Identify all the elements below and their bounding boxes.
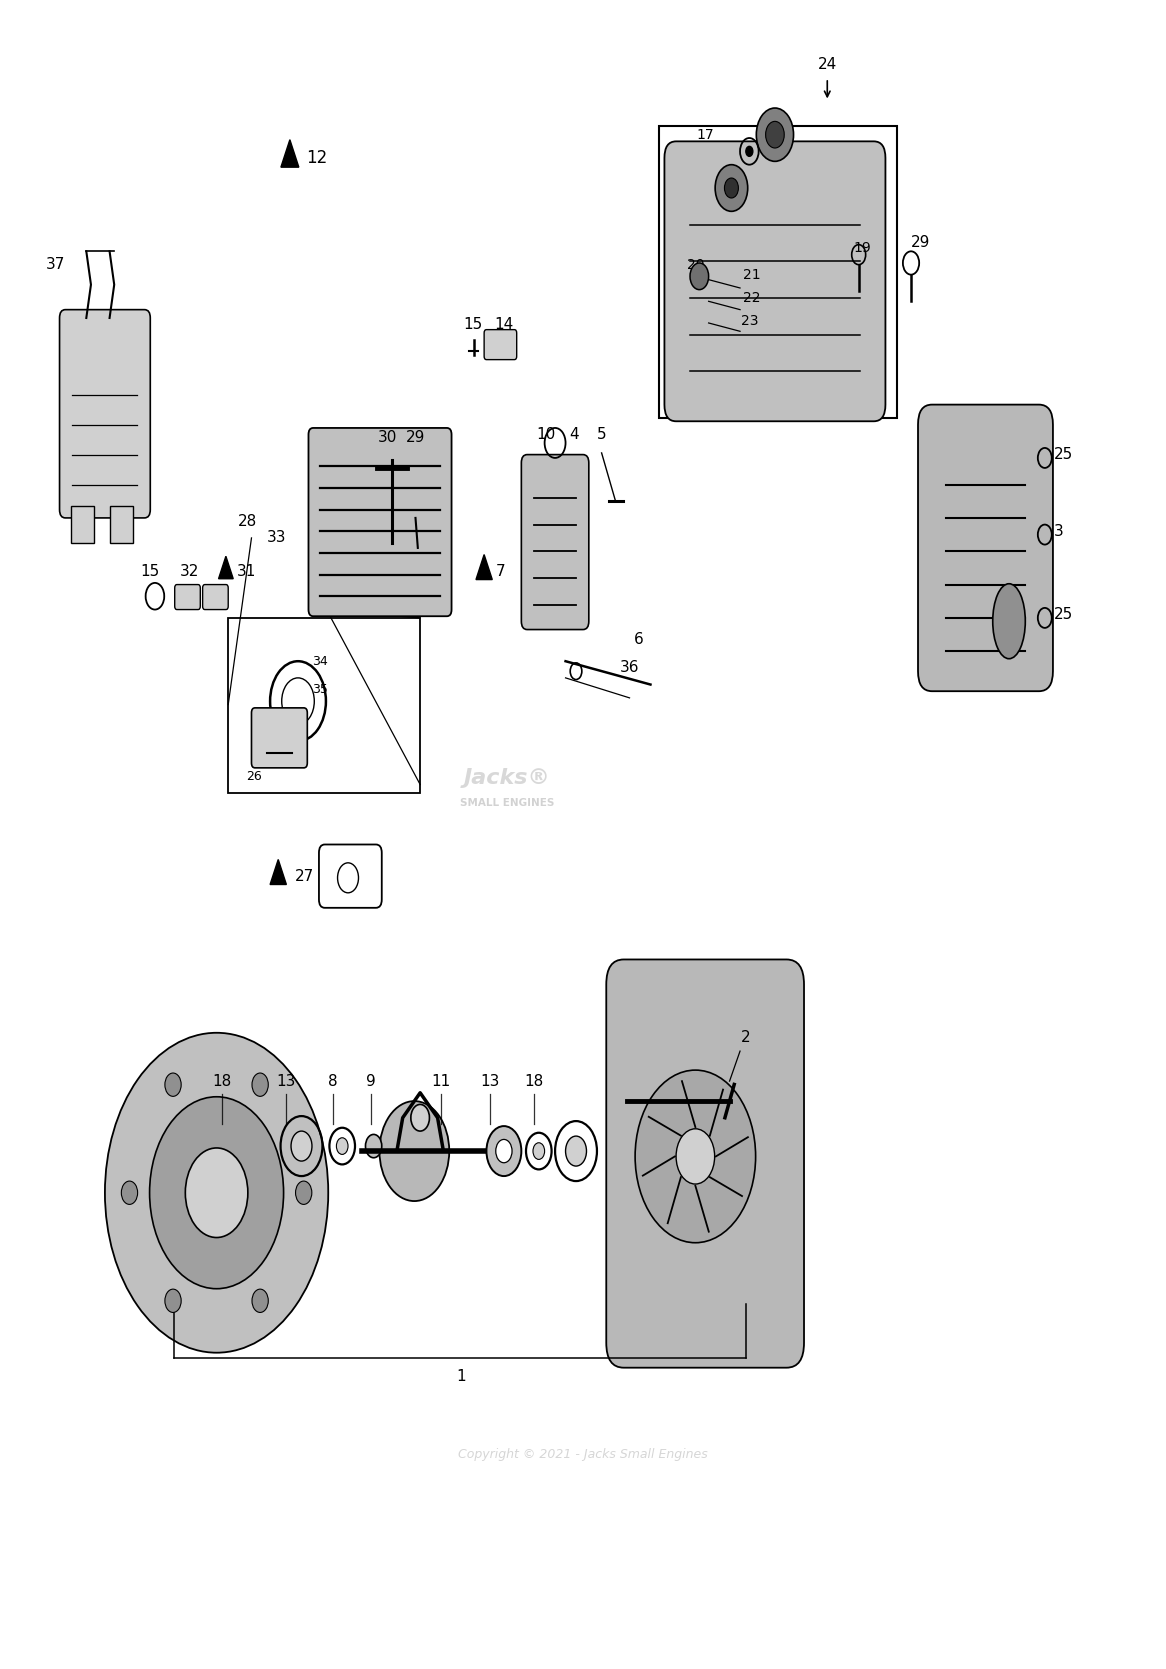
Text: 2: 2 [742,1030,751,1045]
Text: 31: 31 [237,564,255,579]
Text: 25: 25 [1054,447,1074,462]
Text: 34: 34 [312,654,328,668]
Circle shape [766,122,785,149]
Text: Jacks®: Jacks® [464,768,550,788]
FancyBboxPatch shape [665,142,885,421]
FancyBboxPatch shape [203,584,229,609]
Text: Copyright © 2021 - Jacks Small Engines: Copyright © 2021 - Jacks Small Engines [458,1447,708,1460]
Circle shape [149,1097,283,1288]
Circle shape [379,1102,449,1202]
FancyBboxPatch shape [606,960,805,1367]
Circle shape [757,108,794,162]
Text: 12: 12 [307,149,328,167]
FancyBboxPatch shape [175,584,201,609]
Text: 36: 36 [620,661,639,676]
Circle shape [690,264,709,290]
Circle shape [252,1073,268,1097]
Text: 9: 9 [366,1073,377,1088]
Circle shape [566,1137,586,1167]
Text: 23: 23 [740,314,758,329]
Ellipse shape [992,584,1025,659]
Text: 30: 30 [378,431,398,446]
Circle shape [715,165,747,212]
Text: 10: 10 [536,427,555,442]
Text: 15: 15 [141,564,160,579]
Text: 19: 19 [854,240,871,255]
Text: 37: 37 [45,257,65,272]
FancyBboxPatch shape [309,427,451,616]
Polygon shape [218,556,233,579]
Text: 3: 3 [1054,524,1063,539]
Text: 16: 16 [754,129,772,142]
Text: 29: 29 [406,431,426,446]
FancyBboxPatch shape [918,404,1053,691]
Text: 11: 11 [431,1073,451,1088]
Circle shape [635,1070,756,1243]
FancyBboxPatch shape [484,330,517,359]
Circle shape [105,1033,329,1352]
Text: 5: 5 [597,427,606,442]
Text: 17: 17 [696,129,714,142]
Circle shape [164,1073,181,1097]
Circle shape [676,1128,715,1183]
Text: 33: 33 [267,531,286,546]
Text: 27: 27 [295,868,314,883]
Text: 25: 25 [1054,608,1074,623]
FancyBboxPatch shape [521,454,589,629]
Circle shape [410,1105,429,1132]
Text: 18: 18 [212,1073,232,1088]
Circle shape [496,1140,512,1163]
Text: 32: 32 [180,564,199,579]
Text: 15: 15 [463,317,482,332]
Text: 24: 24 [817,57,837,72]
Text: 13: 13 [480,1073,499,1088]
FancyBboxPatch shape [252,708,308,768]
Circle shape [164,1288,181,1312]
Circle shape [746,147,753,157]
Circle shape [337,1138,347,1155]
Bar [229,618,420,793]
Text: 22: 22 [743,290,760,305]
Circle shape [724,179,738,199]
Circle shape [185,1148,248,1237]
Text: 4: 4 [569,427,578,442]
Circle shape [292,1132,312,1162]
Text: 26: 26 [246,769,261,783]
Text: 1: 1 [456,1369,465,1384]
FancyBboxPatch shape [59,310,150,517]
Text: 8: 8 [328,1073,338,1088]
Text: 7: 7 [496,564,505,579]
Circle shape [533,1143,545,1160]
Circle shape [252,1288,268,1312]
Bar [659,127,897,417]
Circle shape [295,1182,311,1205]
Text: 18: 18 [525,1073,543,1088]
Polygon shape [271,860,287,885]
Text: 29: 29 [911,235,930,250]
Circle shape [486,1127,521,1177]
Circle shape [365,1135,381,1158]
Text: 21: 21 [743,267,760,282]
Text: 14: 14 [494,317,513,332]
Bar [71,506,94,542]
Bar [110,506,133,542]
Circle shape [121,1182,138,1205]
Polygon shape [281,140,298,167]
Text: 6: 6 [634,633,644,648]
Text: 20: 20 [687,257,704,272]
Text: 13: 13 [276,1073,296,1088]
Text: 35: 35 [312,683,328,696]
Text: 28: 28 [238,514,258,529]
Polygon shape [476,554,492,579]
Text: SMALL ENGINES: SMALL ENGINES [461,798,555,808]
